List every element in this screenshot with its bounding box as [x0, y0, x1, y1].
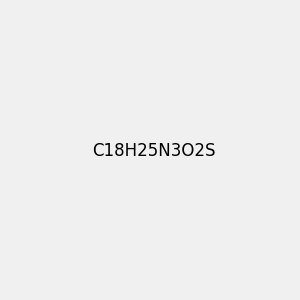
- Text: C18H25N3O2S: C18H25N3O2S: [92, 142, 215, 160]
